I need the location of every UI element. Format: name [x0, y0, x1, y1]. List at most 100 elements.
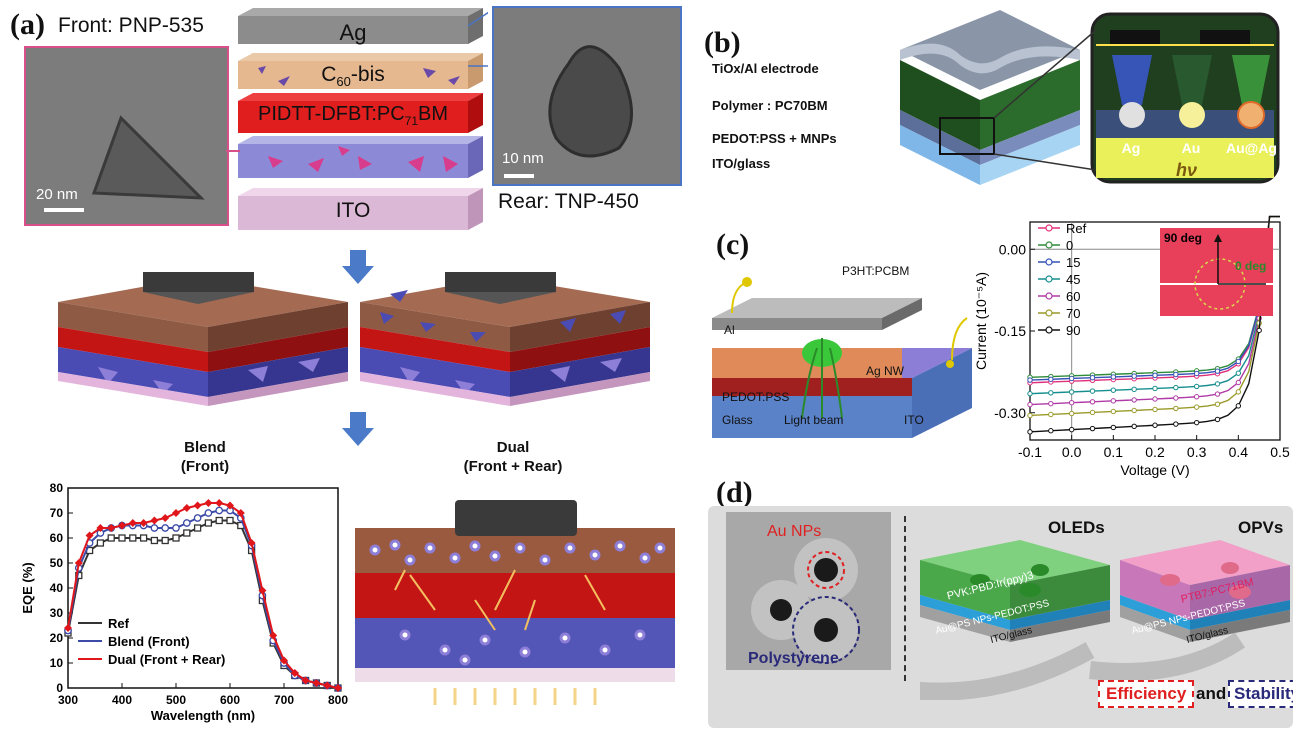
- scalebar-front: 20 nm: [36, 186, 78, 203]
- eqe-x-axis-label: Wavelength (nm): [151, 708, 255, 723]
- eqe-chart: 300 400 500 600 700 800 0 10 20 30 40 50 60 70 80 Wavel…: [20, 481, 348, 723]
- iv-point: [1027, 377, 1033, 383]
- arrow-up-icon: [1214, 234, 1222, 242]
- eqe-point: [215, 499, 224, 507]
- down-arrow-icon: [342, 412, 374, 446]
- eqe-point: [258, 586, 267, 595]
- iv-point: [1131, 407, 1137, 414]
- au-ps-tem-image: [726, 512, 891, 670]
- iv-point: [1089, 399, 1096, 405]
- opvs-label: OPVs: [1238, 518, 1284, 537]
- eqe-point: [172, 534, 180, 542]
- eqe-legend-label: Dual (Front + Rear): [108, 652, 225, 667]
- eqe-y-tick-label: 60: [50, 531, 64, 545]
- eqe-point: [247, 539, 256, 547]
- iv-point: [1131, 373, 1137, 379]
- eqe-point: [96, 539, 105, 547]
- eqe-point: [118, 521, 126, 530]
- eqe-y-tick-label: 40: [50, 581, 64, 595]
- iv-legend-marker: [1045, 258, 1053, 266]
- iv-y-axis-label: Current (10⁻⁵A): [973, 272, 989, 370]
- eqe-point: [301, 676, 310, 685]
- iv-point: [1110, 408, 1117, 415]
- iv-point: [1152, 396, 1158, 402]
- eqe-x-tick-label: 600: [220, 693, 240, 707]
- eqe-y-tick-label: 0: [56, 681, 63, 695]
- eqe-point: [64, 624, 72, 632]
- eqe-y-tick-label: 30: [50, 606, 64, 620]
- hv-label: hν: [1176, 160, 1198, 180]
- iv-point: [1214, 416, 1221, 423]
- eqe-point: [269, 631, 278, 640]
- label-pedot: PEDOT:PSS: [722, 390, 790, 404]
- iv-point: [1089, 388, 1096, 394]
- np-label-au: Au: [1181, 140, 1201, 156]
- iv-point: [1110, 424, 1117, 431]
- eqe-point: [161, 524, 170, 532]
- c60-layer: [238, 53, 483, 89]
- iv-x-tick-label: 0.3: [1187, 444, 1207, 460]
- iv-legend-label: 15: [1066, 255, 1080, 270]
- plasmonic-device-3d: [900, 10, 1280, 185]
- iv-y-tick-label: -0.15: [994, 323, 1026, 339]
- stability-badge: Stability: [1228, 680, 1293, 708]
- eqe-point: [193, 501, 202, 510]
- iv-legend-label: 70: [1066, 306, 1080, 321]
- eqe-x-tick-label: 500: [166, 693, 186, 707]
- triangle-nanoparticle-image: [44, 115, 205, 212]
- oled-opv-devices: [920, 540, 1290, 700]
- eqe-point: [182, 519, 191, 527]
- iv-point: [1068, 426, 1075, 433]
- layer-c60-label: C60-bis: [321, 63, 385, 90]
- iv-point: [1193, 419, 1200, 426]
- agnw-device-3d: [712, 277, 972, 438]
- iv-point: [1235, 379, 1242, 386]
- eqe-point: [150, 536, 159, 545]
- iv-point: [1027, 401, 1033, 408]
- panel-d-letter: (d): [716, 476, 753, 509]
- iv-x-tick-label: -0.1: [1018, 444, 1042, 460]
- iv-x-tick-label: 0.0: [1062, 444, 1082, 460]
- iv-point: [1173, 371, 1179, 378]
- iv-point: [1235, 370, 1242, 376]
- and-text: and: [1196, 684, 1227, 703]
- label-tiox: TiOx/Al electrode: [712, 61, 819, 76]
- eqe-point: [172, 524, 180, 532]
- eqe-point: [139, 519, 148, 527]
- iv-point: [1214, 381, 1221, 387]
- iv-point: [1214, 391, 1221, 397]
- iv-point: [1152, 422, 1158, 428]
- eqe-point: [204, 509, 213, 517]
- iv-point: [1068, 400, 1075, 406]
- eqe-x-tick-label: 300: [58, 693, 78, 707]
- oleds-label: OLEDs: [1048, 518, 1105, 537]
- iv-point: [1193, 370, 1200, 377]
- eqe-point: [226, 501, 234, 510]
- pedot-layer: [238, 136, 483, 178]
- iv-point: [1173, 395, 1179, 401]
- eqe-legend-label: Ref: [108, 616, 130, 631]
- iv-point: [1152, 385, 1158, 392]
- iv-inset-90-label: 90 deg: [1164, 231, 1202, 245]
- eqe-legend-label: Blend (Front): [108, 634, 190, 649]
- iv-legend-label: 60: [1066, 289, 1080, 304]
- eqe-y-tick-label: 20: [50, 631, 64, 645]
- eqe-point: [193, 514, 202, 522]
- label-ito-glass: ITO/glass: [712, 156, 771, 171]
- iv-legend-marker: [1045, 326, 1053, 334]
- ag-layer: [238, 8, 483, 44]
- eqe-point: [129, 534, 137, 542]
- iv-legend-marker: [1045, 275, 1053, 283]
- iv-x-tick-label: 0.2: [1145, 444, 1165, 460]
- dual-label: Dual (Front + Rear): [463, 439, 563, 475]
- iv-legend-marker: [1045, 292, 1053, 300]
- eqe-point: [150, 516, 159, 525]
- layer-active-label: PIDTT-DFBT:PC71BM: [257, 103, 449, 128]
- iv-legend-label: 0: [1066, 238, 1073, 253]
- eqe-point: [118, 534, 126, 542]
- eqe-point: [323, 681, 332, 690]
- eqe-point: [85, 531, 94, 540]
- iv-point: [1193, 404, 1200, 410]
- blend-label: Blend (Front): [180, 439, 230, 475]
- iv-point: [1235, 389, 1242, 395]
